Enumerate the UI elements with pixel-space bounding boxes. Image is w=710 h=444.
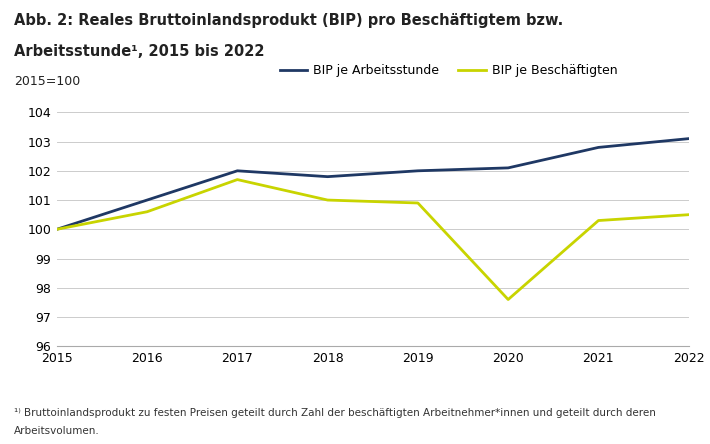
Text: Abb. 2: Reales Bruttoinlandsprodukt (BIP) pro Beschäftigtem bzw.: Abb. 2: Reales Bruttoinlandsprodukt (BIP… xyxy=(14,13,564,28)
Legend: BIP je Arbeitsstunde, BIP je Beschäftigten: BIP je Arbeitsstunde, BIP je Beschäftigt… xyxy=(275,59,623,82)
Text: ¹⁾ Bruttoinlandsprodukt zu festen Preisen geteilt durch Zahl der beschäftigten A: ¹⁾ Bruttoinlandsprodukt zu festen Preise… xyxy=(14,408,656,419)
Text: 2015=100: 2015=100 xyxy=(14,75,80,88)
Text: Arbeitsvolumen.: Arbeitsvolumen. xyxy=(14,426,100,436)
Text: Arbeitsstunde¹, 2015 bis 2022: Arbeitsstunde¹, 2015 bis 2022 xyxy=(14,44,265,59)
